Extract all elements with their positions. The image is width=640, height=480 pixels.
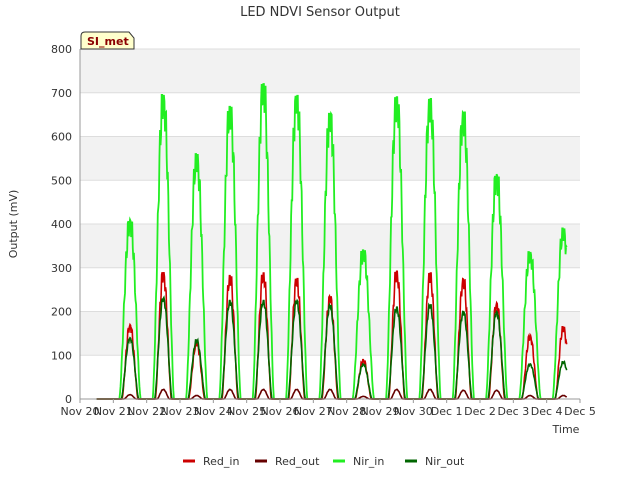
- y-tick-label: 500: [51, 174, 72, 187]
- x-tick-label: Dec 1: [431, 405, 463, 418]
- x-tick-label: Nov 22: [127, 405, 166, 418]
- y-tick-label: 600: [51, 131, 72, 144]
- x-axis-label: Time: [552, 423, 580, 436]
- grid-band: [80, 136, 580, 181]
- y-tick-labels: 0 100 200 300 400 500 600 700 800: [51, 43, 72, 406]
- x-tick-label: Dec 2: [464, 405, 496, 418]
- x-tick-label: Nov 24: [194, 405, 233, 418]
- legend-label: Nir_out: [425, 455, 465, 468]
- y-tick-label: 100: [51, 349, 72, 362]
- y-tick-label: 300: [51, 262, 72, 275]
- legend-label: Red_out: [275, 455, 320, 468]
- grid-band: [80, 311, 580, 356]
- axes: [79, 49, 580, 400]
- x-tick-label: Nov 27: [294, 405, 333, 418]
- x-tick-label: Nov 23: [161, 405, 200, 418]
- site-badge-box: [80, 31, 135, 50]
- x-tick-label: Nov 26: [261, 405, 300, 418]
- y-tick-label: 400: [51, 218, 72, 231]
- site-label: SI_met: [87, 35, 129, 48]
- grid: [80, 48, 580, 400]
- x-tick-label: Nov 21: [94, 405, 133, 418]
- grid-band: [80, 224, 580, 268]
- y-axis-label: Output (mV): [7, 190, 20, 259]
- legend: Red_in Red_out Nir_in Nir_out: [183, 455, 465, 468]
- y-tick-label: 200: [51, 306, 72, 319]
- legend-label: Red_in: [203, 455, 239, 468]
- x-tick-label: Dec 5: [564, 405, 596, 418]
- legend-label: Nir_in: [353, 455, 384, 468]
- chart-title: LED NDVI Sensor Output: [240, 5, 400, 20]
- y-tick-label: 0: [65, 393, 72, 406]
- x-tick-label: Dec 4: [531, 405, 563, 418]
- x-tick-label: Dec 3: [497, 405, 529, 418]
- x-tick-label: Nov 20: [61, 405, 100, 418]
- x-tick-label: Nov 25: [227, 405, 266, 418]
- grid-band: [80, 49, 580, 93]
- y-tick-label: 700: [51, 87, 72, 100]
- site-badge: SI_met: [80, 31, 135, 50]
- y-tick-label: 800: [51, 43, 72, 56]
- x-tick-label: Nov 29: [361, 405, 400, 418]
- x-tick-label: Nov 30: [394, 405, 433, 418]
- x-tick-label: Nov 28: [327, 405, 366, 418]
